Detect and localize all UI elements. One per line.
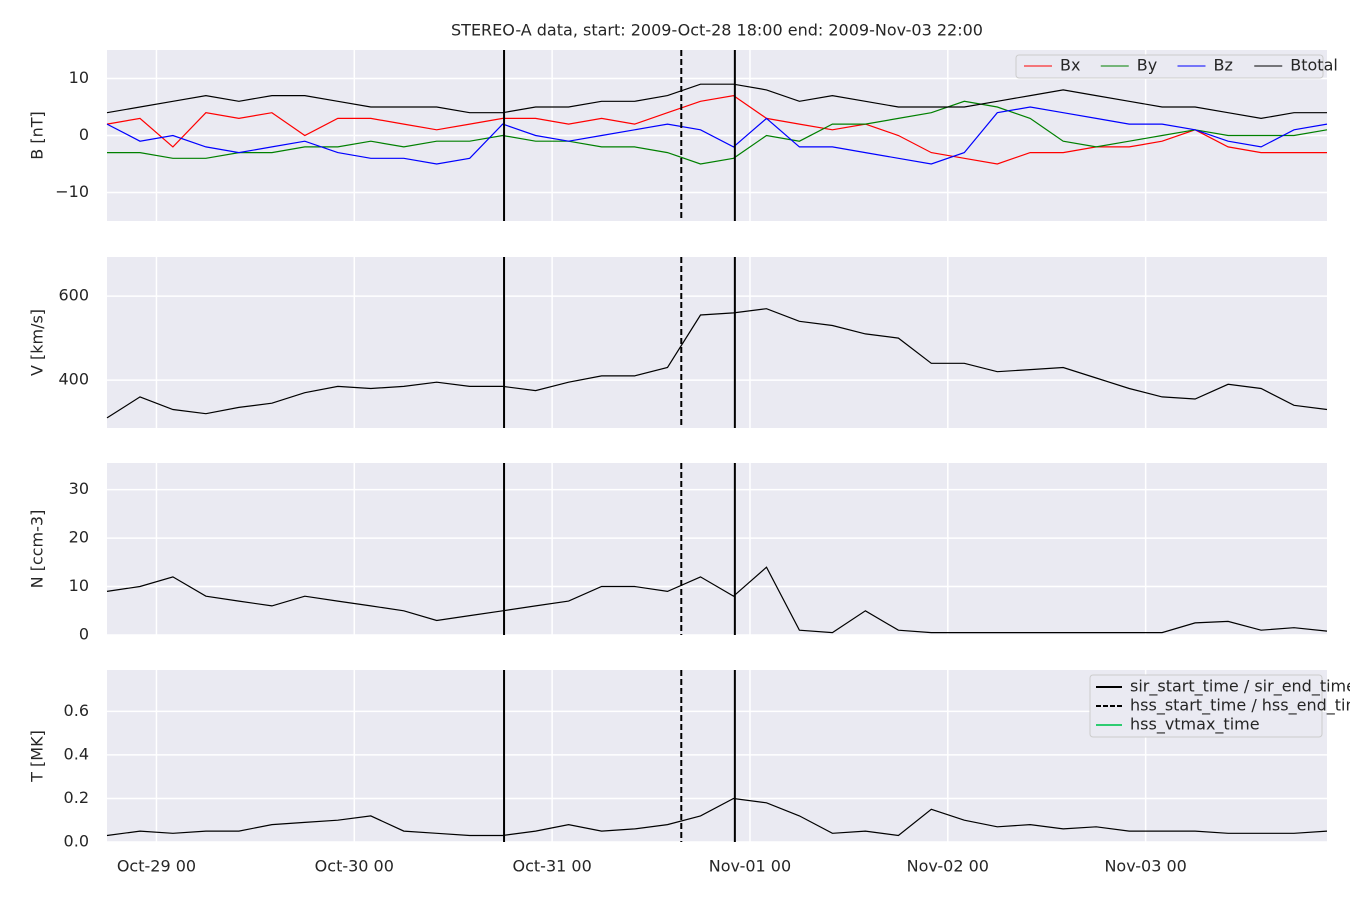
x-tick-label: Nov-03 00	[1104, 857, 1186, 876]
data-line	[107, 100, 1328, 165]
legend-box	[1089, 674, 1323, 738]
y-tick-label: 400	[58, 370, 89, 389]
y-tick-label: 20	[69, 528, 89, 547]
x-tick-label: Oct-31 00	[513, 857, 592, 876]
legend-label: sir_start_time / sir_end_time	[1130, 677, 1350, 697]
y-axis-label: V [km/s]	[28, 309, 47, 376]
y-tick-label: 10	[69, 68, 89, 87]
chart-title: STEREO-A data, start: 2009-Oct-28 18:00 …	[451, 21, 983, 40]
y-tick-label: 10	[69, 576, 89, 595]
y-tick-label: 0.4	[64, 744, 89, 763]
plot-background	[107, 257, 1327, 428]
legend-label: hss_vtmax_time	[1130, 715, 1260, 735]
plot-background	[107, 463, 1327, 635]
legend-label: Btotal	[1290, 56, 1338, 75]
legend-label: hss_start_time / hss_end_time	[1130, 696, 1350, 716]
data-line	[106, 106, 1328, 165]
data-line	[106, 797, 1328, 837]
y-tick-label: 600	[58, 286, 89, 305]
x-tick-label: Nov-02 00	[907, 857, 989, 876]
legend-box	[1015, 54, 1324, 79]
legend-label: By	[1137, 56, 1157, 75]
y-tick-label: 0	[79, 125, 89, 144]
legend: Bx By Bz Btotal	[1015, 54, 1338, 79]
x-tick-label: Oct-30 00	[315, 857, 394, 876]
legend: sir_start_time / sir_end_timehss_start_t…	[1089, 674, 1350, 738]
y-tick-label: 0.2	[64, 788, 89, 807]
y-tick-label: −10	[55, 182, 89, 201]
y-tick-label: 0	[79, 625, 89, 644]
y-tick-label: 0.6	[64, 701, 89, 720]
y-axis-label: N [ccm-3]	[28, 510, 47, 589]
x-tick-label: Oct-29 00	[117, 857, 196, 876]
data-line	[106, 308, 1328, 419]
y-tick-label: 30	[69, 479, 89, 498]
y-tick-label: 0.0	[64, 832, 89, 851]
legend-label: Bx	[1060, 56, 1080, 75]
data-line	[106, 566, 1328, 634]
data-line	[106, 83, 1327, 120]
x-tick-label: Nov-01 00	[709, 857, 791, 876]
y-axis-label: B [nT]	[28, 111, 47, 159]
y-axis-label: T [MK]	[28, 730, 47, 783]
legend-label: Bz	[1214, 56, 1233, 75]
data-line	[106, 94, 1327, 165]
